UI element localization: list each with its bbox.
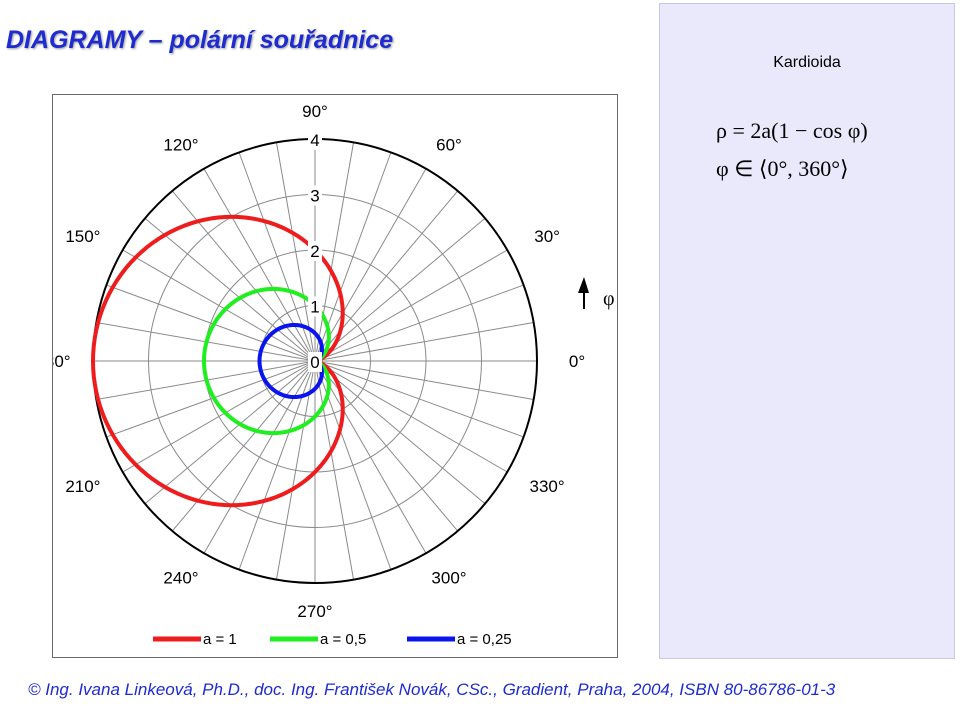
legend-label-1: a = 1 [203,631,237,648]
radial-tick-bg [308,296,322,317]
angle-label-150: 150° [65,227,100,246]
cardioid-equation: ρ = 2a(1 − cos φ) [716,118,868,143]
formula-panel: Kardioida ρ = 2a(1 − cos φ) φ ∈ ⟨0°, 360… [659,3,955,659]
radial-tick-label: 1 [310,298,319,317]
legend-label-3: a = 0,25 [457,631,512,648]
angle-label-90: 90° [302,102,328,121]
radial-tick-bg [308,241,322,261]
radial-tick-label: 4 [310,131,319,150]
labels-layer: 0 1 2 3 4 0° 30° 60° 90° 120° 150° 180° 210° 240° 270°… [53,102,585,621]
cardioid-curve-3 [257,322,324,400]
radial-tick-bg [308,185,322,206]
direction-label: φ [603,288,615,310]
radial-tick-label: 0 [310,353,319,372]
direction-arrow-head [578,277,589,293]
angle-label-120: 120° [163,136,198,155]
copyright-footer: © Ing. Ivana Linkeová, Ph.D., doc. Ing. … [28,680,836,699]
legend-label-2: a = 0,5 [320,631,366,648]
radial-tick-bg [308,352,322,372]
angle-label-240: 240° [163,569,198,588]
direction-indicator: φ [578,277,615,310]
angle-label-330: 330° [530,477,565,496]
angle-label-210: 210° [65,477,100,496]
angle-label-30: 30° [534,227,560,246]
polar-chart: 0 1 2 3 4 0° 30° 60° 90° 120° 150° 180° 210° 240° 270°… [53,102,615,648]
angle-label-0: 0° [569,352,585,371]
radial-tick-label: 2 [310,242,319,261]
cardioid-curve-1 [91,214,345,508]
angle-label-300: 300° [431,569,466,588]
angle-label-60: 60° [436,136,462,155]
radial-tick-label: 3 [310,187,319,206]
curves-layer [91,214,345,508]
cardioid-curve-2 [202,286,331,436]
radial-tick-bg [308,130,322,150]
angle-label-180: 180° [53,352,71,371]
polar-plot-frame: 0 1 2 3 4 0° 30° 60° 90° 120° 150° 180° 210° 240° 270°… [52,94,618,658]
angle-domain: φ ∈ ⟨0°, 360°⟩ [716,156,849,181]
panel-heading: Kardioida [773,54,841,71]
angle-label-270: 270° [297,602,332,621]
slide-title: DIAGRAMY – polární souřadnice [6,26,394,54]
legend: a = 1 a = 0,5 a = 0,25 [153,631,512,648]
